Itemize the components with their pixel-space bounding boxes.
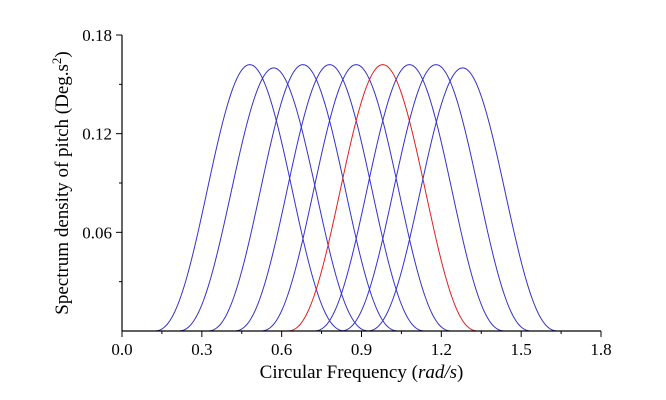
spectrum-curve-4	[233, 64, 426, 332]
x-axis-title-suffix: )	[457, 362, 463, 383]
curves-group	[153, 64, 559, 332]
spectrum-curve-2	[177, 67, 370, 332]
spectrum-curve-6	[286, 64, 479, 332]
spectrum-curve-3	[207, 64, 399, 332]
x-axis-title-prefix: Circular Frequency (	[260, 362, 418, 383]
spectrum-curve-7	[313, 64, 506, 332]
y-axis-title-close: )	[52, 51, 73, 57]
y-tick-label: 0.12	[82, 125, 112, 144]
y-tick-label: 0.18	[82, 26, 112, 45]
spectrum-curve-9	[366, 67, 559, 332]
y-axis-title-superscript: 2	[49, 58, 64, 65]
spectrum-curve-1	[153, 64, 346, 332]
x-axis-title: Circular Frequency (rad/s)	[260, 362, 464, 383]
y-axis-title-main: Spectrum density of pitch (Deg.s	[52, 64, 73, 315]
x-tick-label: 1.5	[511, 340, 532, 359]
x-tick-label: 0.0	[111, 340, 132, 359]
x-tick-label: 0.6	[271, 340, 292, 359]
y-tick-label: 0.06	[82, 223, 112, 242]
x-tick-label: 0.9	[351, 340, 372, 359]
x-tick-label: 0.3	[191, 340, 212, 359]
x-axis-title-units: rad/s	[418, 362, 457, 383]
axes-group: 0.0 0.3 0.6 0.9 1.2 1.5 1.8 0.06 0.12 0.18	[82, 26, 611, 359]
x-tick-label: 1.8	[590, 340, 611, 359]
y-axis-title: Spectrum density of pitch (Deg.s2)	[49, 51, 74, 314]
x-tick-label: 1.2	[431, 340, 452, 359]
spectrum-curve-8	[340, 64, 532, 332]
spectrum-curve-5	[260, 64, 452, 332]
